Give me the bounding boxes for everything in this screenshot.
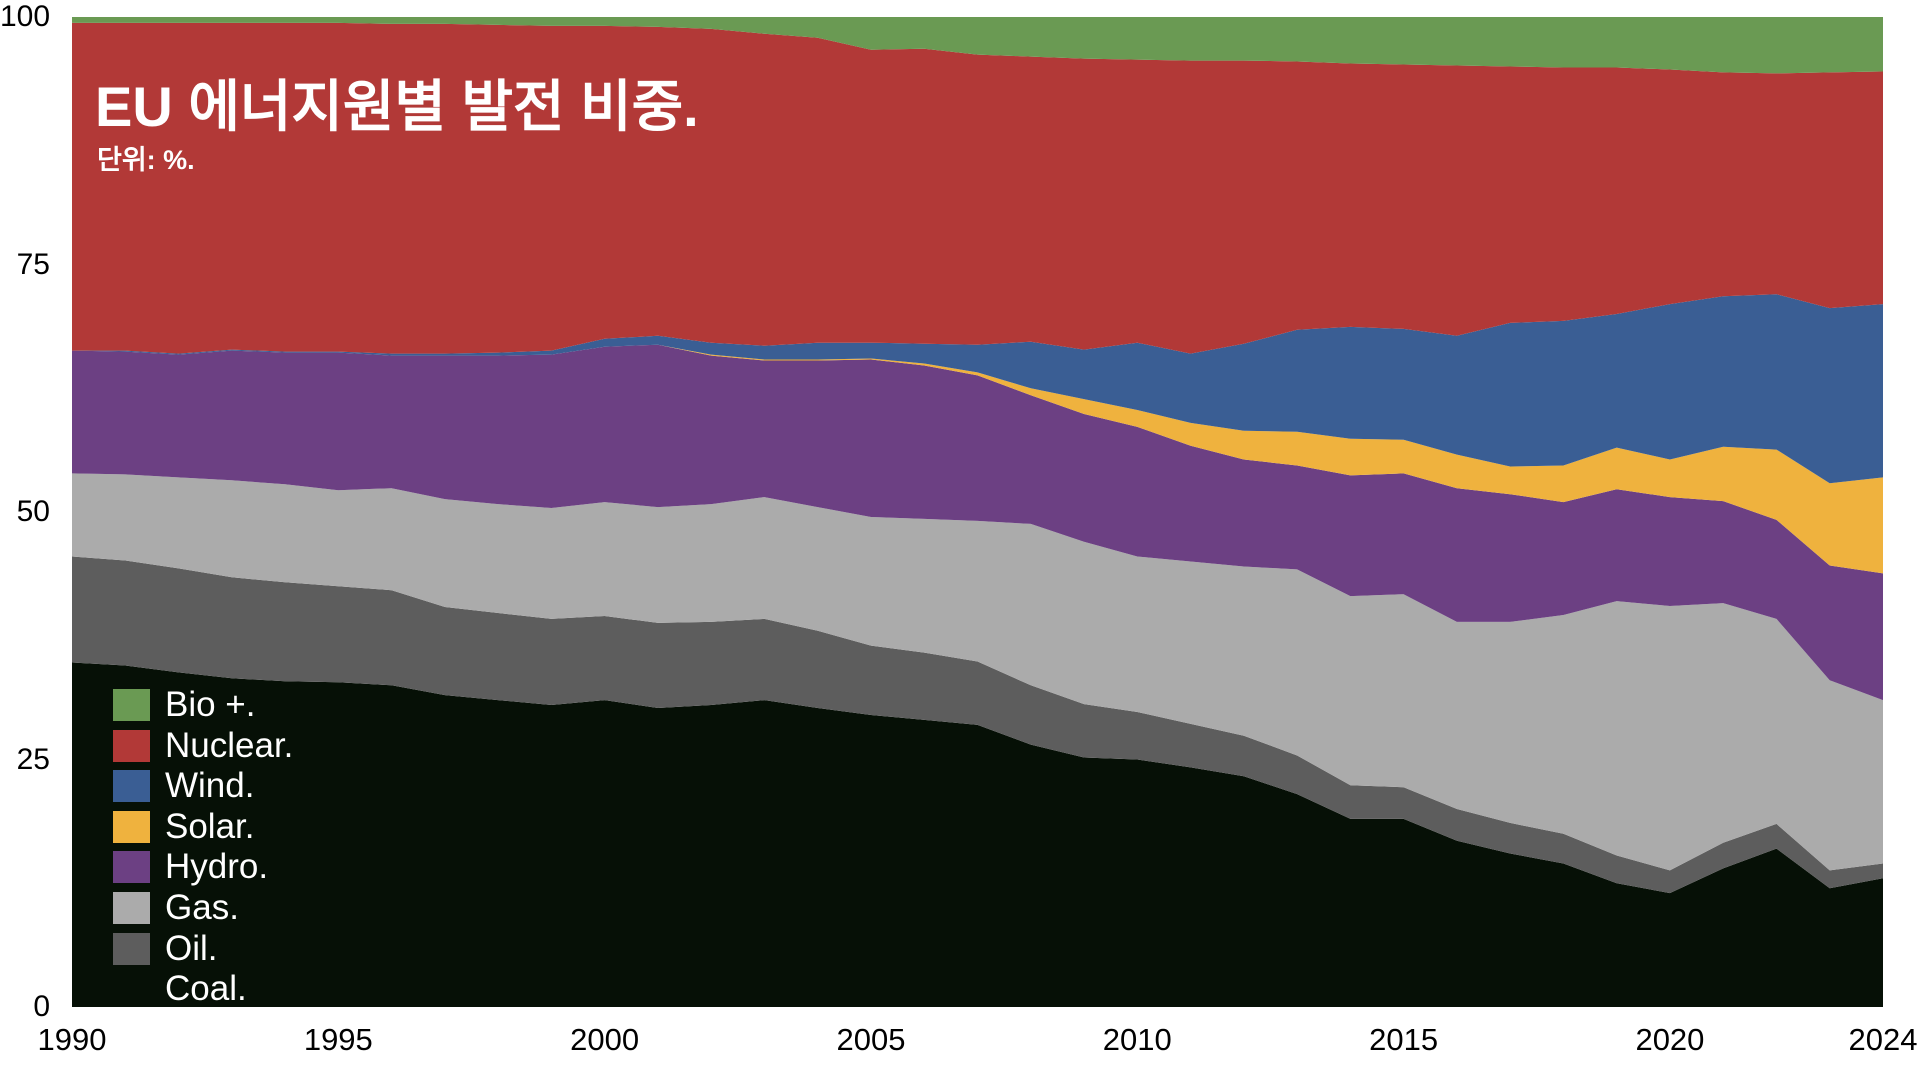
area-gas <box>72 473 1883 871</box>
area-wind <box>72 294 1883 484</box>
area-bio <box>72 17 1883 74</box>
area-hydro <box>72 344 1883 701</box>
area-nuclear <box>72 22 1883 354</box>
area-coal <box>72 662 1883 1007</box>
area-oil <box>72 556 1883 894</box>
